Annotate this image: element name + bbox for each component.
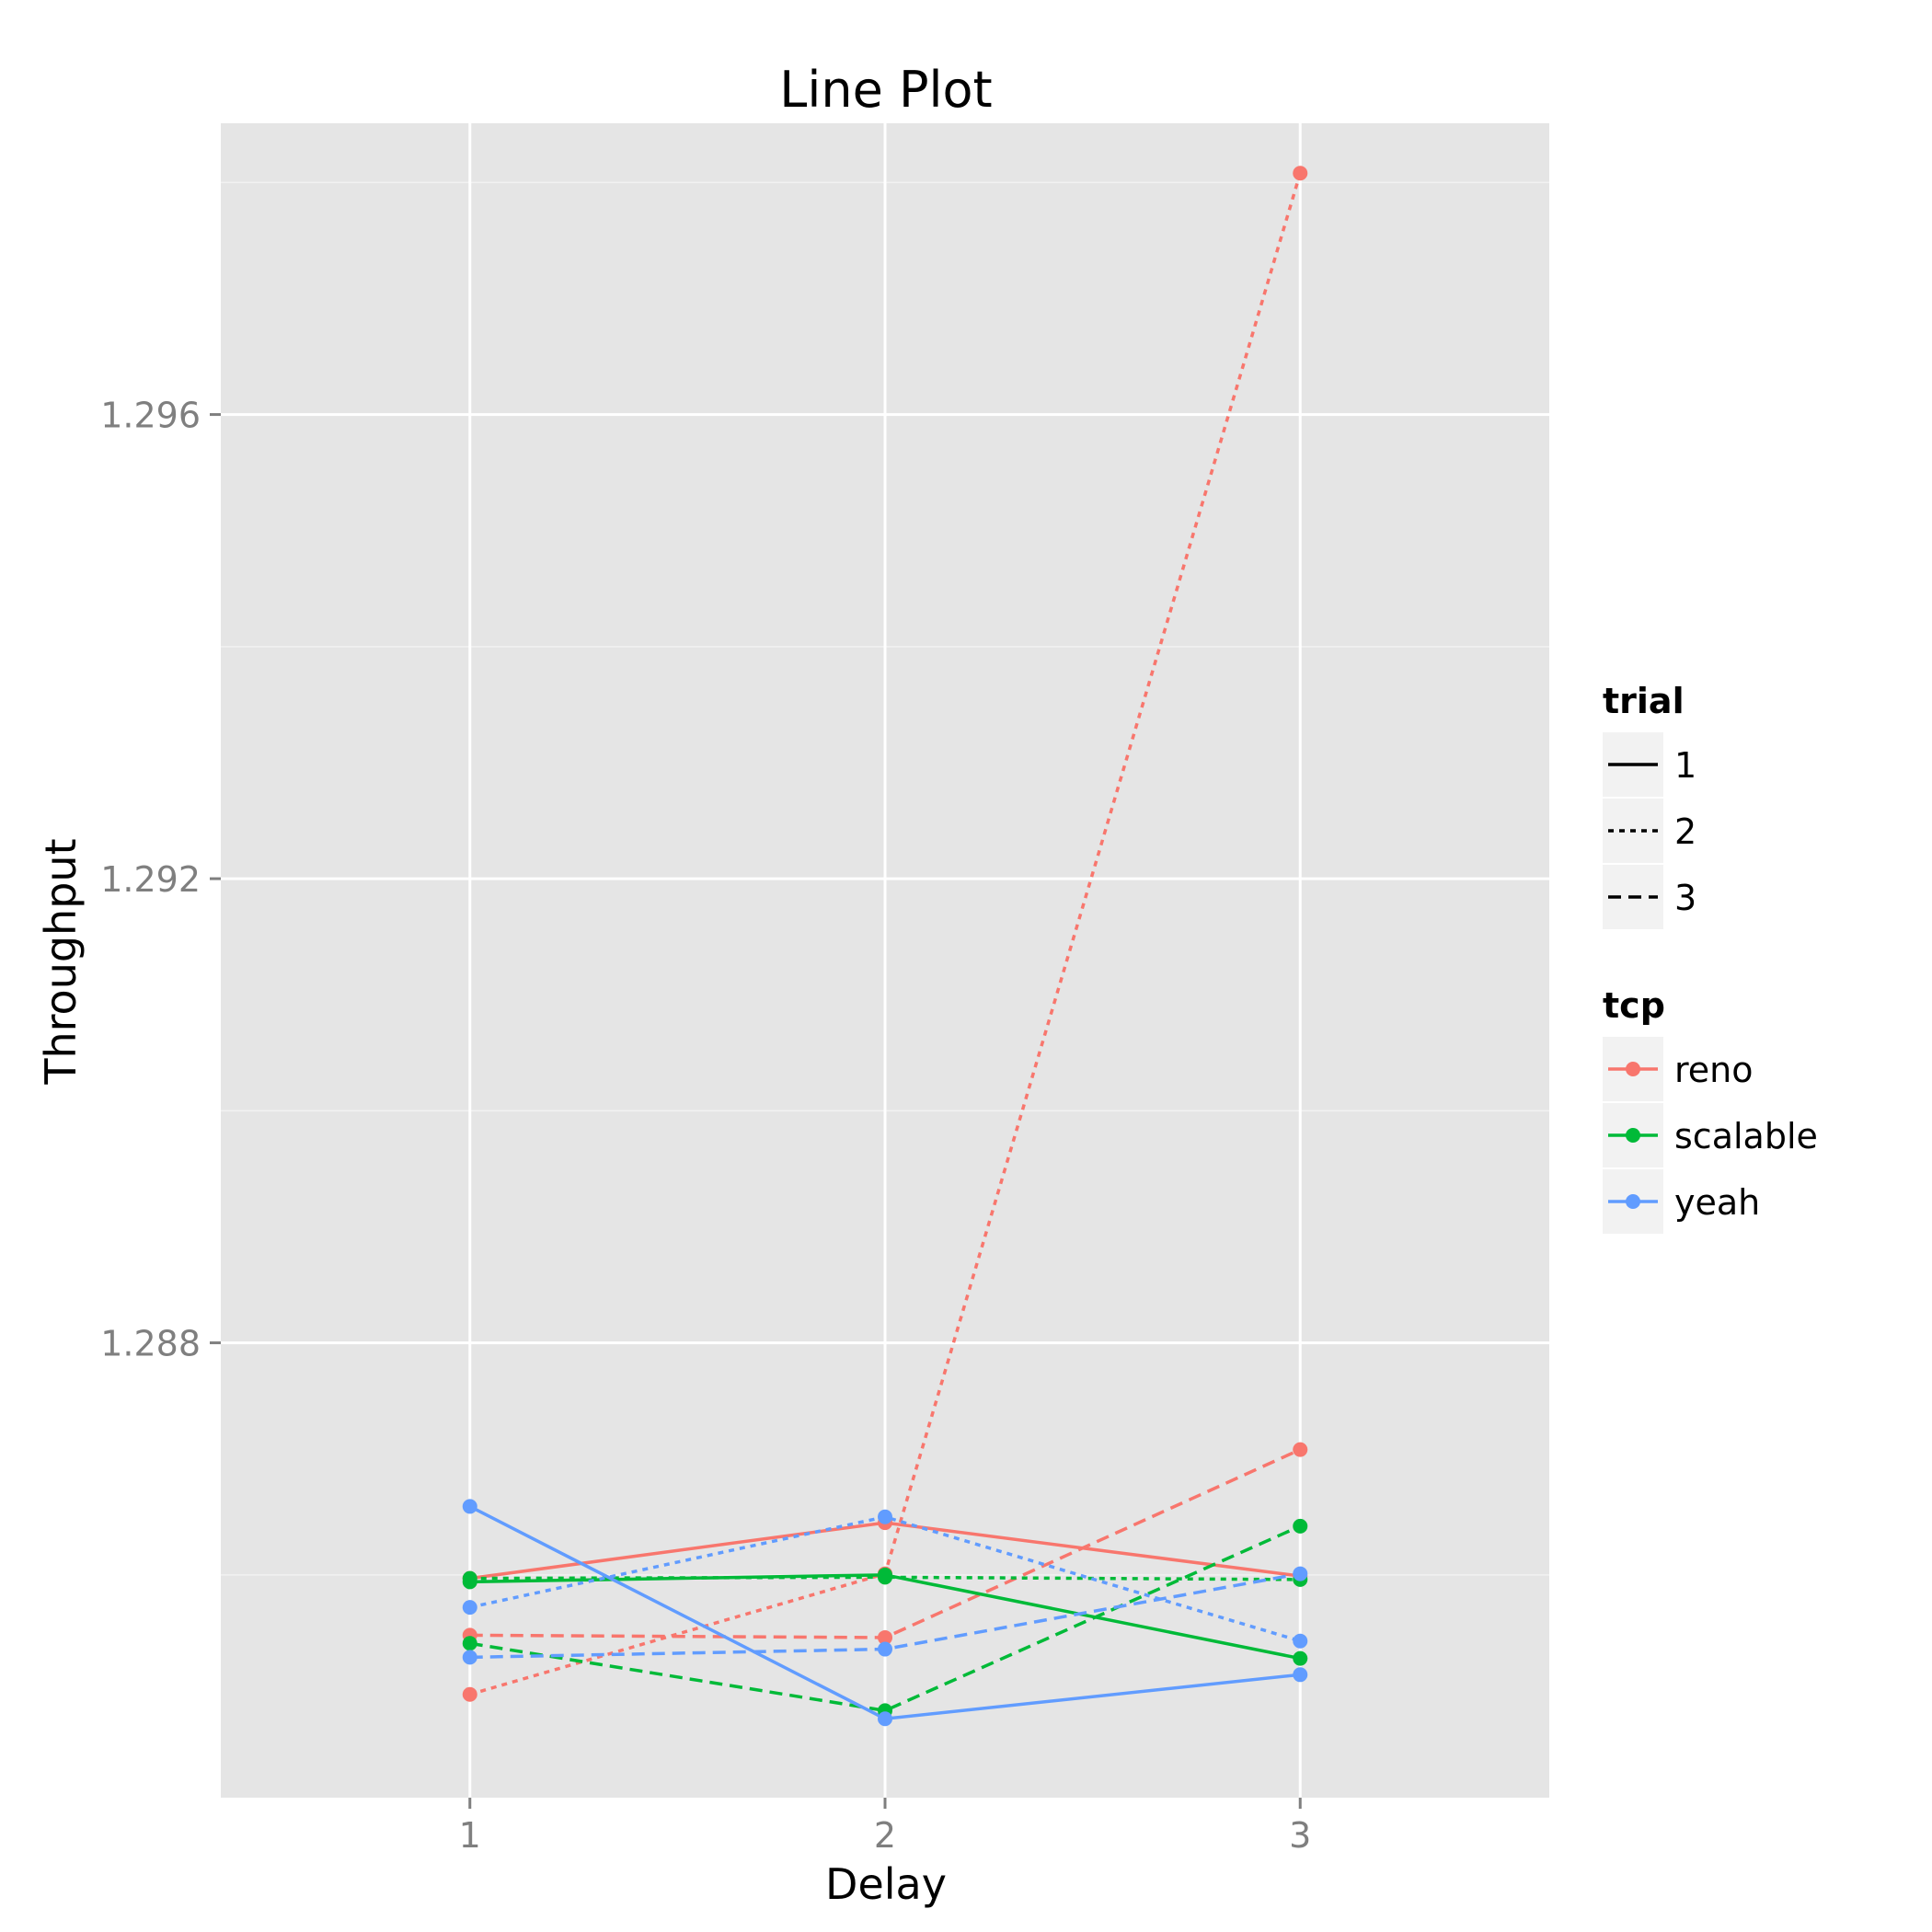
chart-title: Line Plot	[779, 61, 992, 119]
series-points	[462, 166, 1308, 1727]
data-point-yeah-trial-1	[878, 1711, 892, 1727]
legend-label-trial: 3	[1674, 878, 1696, 918]
y-axis-label: Throughput	[36, 838, 86, 1085]
grid-lines	[221, 123, 1549, 1798]
axes: 1.288 1.292 1.296 1 2 3	[100, 396, 1311, 1856]
data-point-scalable-trial-1	[1293, 1650, 1308, 1666]
data-point-yeah-trial-3	[878, 1641, 892, 1657]
legend-label-trial: 1	[1674, 745, 1696, 786]
data-point-scalable-trial-2	[878, 1570, 892, 1585]
x-tick-label: 1	[459, 1815, 481, 1856]
data-point-yeah-trial-1	[462, 1499, 477, 1514]
data-point-scalable-trial-3	[462, 1636, 477, 1651]
data-point-yeah-trial-2	[1293, 1633, 1308, 1649]
data-point-scalable-trial-2	[462, 1570, 477, 1586]
data-point-reno-trial-3	[1293, 1442, 1308, 1457]
legend-label-tcp: scalable	[1674, 1116, 1818, 1156]
data-point-yeah-trial-3	[462, 1650, 477, 1665]
data-point-yeah-trial-3	[1293, 1566, 1308, 1581]
legend-label-trial: 2	[1674, 811, 1696, 852]
legend-color-key-point	[1626, 1194, 1640, 1209]
legend-color-key-point	[1626, 1128, 1640, 1143]
legend-label-tcp: yeah	[1674, 1182, 1760, 1223]
legend-title-trial: trial	[1603, 681, 1685, 721]
data-point-reno-trial-2	[1293, 166, 1308, 181]
legend-color-key-point	[1626, 1062, 1640, 1076]
data-point-reno-trial-2	[462, 1686, 477, 1702]
legend-label-tcp: reno	[1674, 1050, 1754, 1090]
x-tick-label: 3	[1289, 1815, 1311, 1856]
x-axis-label: Delay	[825, 1859, 947, 1909]
y-tick-label: 1.288	[100, 1324, 201, 1364]
data-point-yeah-trial-1	[1293, 1667, 1308, 1683]
x-tick-label: 2	[874, 1815, 896, 1856]
data-point-yeah-trial-2	[878, 1509, 892, 1524]
data-point-scalable-trial-3	[1293, 1518, 1308, 1534]
legend-title-tcp: tcp	[1603, 985, 1665, 1026]
y-tick-label: 1.296	[100, 396, 201, 436]
y-tick-label: 1.292	[100, 859, 201, 900]
data-point-yeah-trial-2	[462, 1600, 477, 1616]
data-point-reno-trial-3	[878, 1629, 892, 1645]
